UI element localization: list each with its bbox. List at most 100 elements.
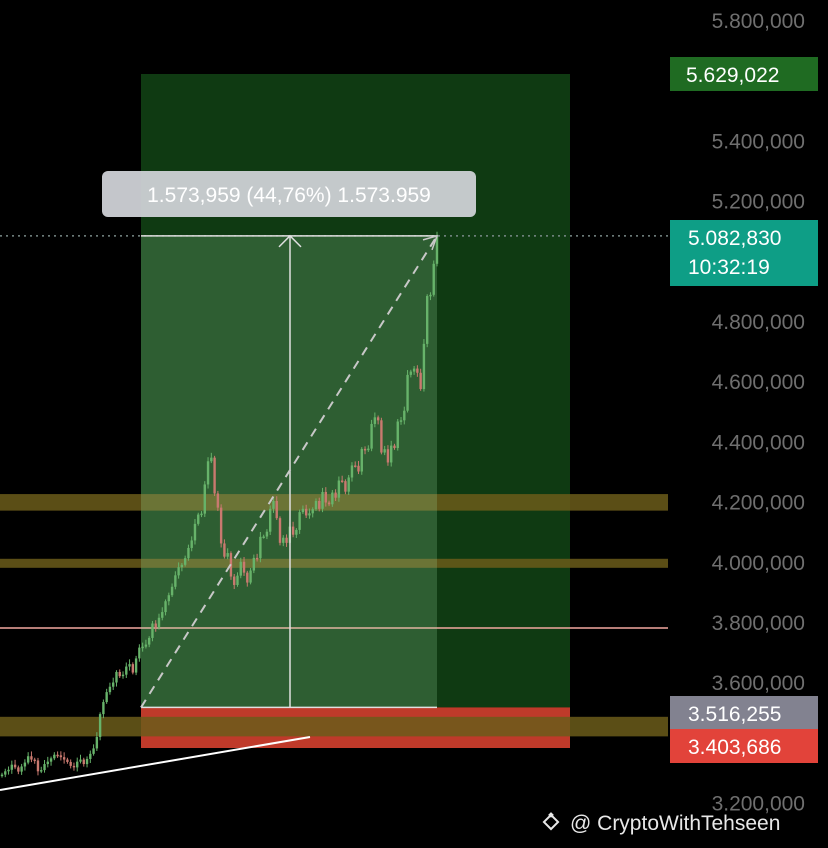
candle-body <box>138 647 141 659</box>
stop-price-badge[interactable] <box>670 729 818 763</box>
candle-body <box>409 371 413 375</box>
candle-body <box>49 758 53 762</box>
candle-body <box>272 500 275 509</box>
candle-body <box>157 617 161 628</box>
candle-body <box>399 420 403 422</box>
support-zone-2[interactable] <box>0 558 668 568</box>
y-tick-label: 3.800,000 <box>712 612 805 635</box>
candle-body <box>282 537 285 543</box>
y-tick-label: 5.800,000 <box>712 10 805 33</box>
entry-price-badge[interactable] <box>670 696 818 730</box>
candle-body <box>17 767 20 772</box>
candle-body <box>170 586 174 596</box>
trend-line[interactable] <box>0 736 311 791</box>
candle-body <box>85 758 89 765</box>
y-tick-label: 4.600,000 <box>712 371 805 394</box>
candle-body <box>314 500 318 510</box>
candle-body <box>285 537 288 543</box>
candle-body <box>128 664 131 667</box>
support-zones <box>0 494 668 737</box>
support-zone-3[interactable] <box>0 716 668 737</box>
candle-body <box>239 561 242 576</box>
candles <box>0 231 439 778</box>
candle-body <box>347 477 350 492</box>
candle-body <box>121 674 125 677</box>
candle-body <box>252 557 256 571</box>
candle-body <box>92 748 95 754</box>
candle-body <box>367 448 370 451</box>
candle-body <box>210 457 213 462</box>
current-price-badge[interactable] <box>670 220 818 286</box>
candle-body <box>177 567 180 576</box>
candle-body <box>226 553 229 557</box>
watermark-text: @ CryptoWithTehseen <box>570 812 780 835</box>
candle-body <box>318 500 321 509</box>
candle-body <box>340 480 344 483</box>
y-tick-label: 4.800,000 <box>712 311 805 334</box>
y-tick-label: 3.200,000 <box>712 793 805 816</box>
candle-body <box>187 547 190 559</box>
candle-body <box>144 644 148 647</box>
candle-body <box>298 512 301 530</box>
candle-body <box>246 572 249 583</box>
candle-body <box>304 508 308 516</box>
candle-body <box>13 764 17 768</box>
candle-body <box>321 491 324 509</box>
candle-body <box>79 759 82 762</box>
candle-body <box>7 769 10 772</box>
candle-body <box>0 774 4 777</box>
measure-arrow-head <box>278 234 302 248</box>
candle-body <box>62 757 66 760</box>
candle-body <box>393 445 396 449</box>
candle-body <box>419 372 422 390</box>
y-tick-label: 4.000,000 <box>712 552 805 575</box>
candle-body <box>324 491 327 503</box>
candle-body <box>242 561 246 573</box>
candle-body <box>416 368 419 373</box>
y-axis[interactable]: 5.800,000 5.400,000 5.200,000 4.800,000 4.60… <box>712 10 805 816</box>
candle-body <box>233 576 236 585</box>
candle-body <box>334 492 337 498</box>
candle-body <box>161 612 164 618</box>
y-tick-label: 4.400,000 <box>712 431 805 454</box>
candle-body <box>213 457 216 494</box>
candle-body <box>344 481 347 492</box>
candle-body <box>180 564 184 568</box>
candle-body <box>363 448 367 451</box>
candle-body <box>174 575 177 587</box>
candle-body <box>43 764 46 771</box>
y-tick-label: 4.200,000 <box>712 492 805 515</box>
candle-body <box>69 761 72 766</box>
candle-body <box>255 557 259 560</box>
candle-body <box>102 702 105 715</box>
current-price-label: 5.082,830 <box>688 227 781 250</box>
candle-body <box>262 536 265 539</box>
candle-body <box>327 502 331 505</box>
candle-body <box>56 754 59 757</box>
candle-body <box>311 509 314 514</box>
candle-body <box>236 575 239 585</box>
candle-body <box>403 410 406 421</box>
candle-body <box>36 760 40 772</box>
support-zone-1[interactable] <box>0 494 668 511</box>
candle-body <box>425 296 429 344</box>
measurement-label-box[interactable] <box>102 171 476 217</box>
candle-body <box>197 514 200 524</box>
candle-body <box>206 461 210 485</box>
target-price-badge[interactable] <box>670 57 818 91</box>
candle-body <box>422 343 426 390</box>
candle-body <box>337 480 341 498</box>
candle-body <box>147 637 151 645</box>
candle-body <box>301 508 305 513</box>
candle-body <box>219 507 223 544</box>
candle-body <box>105 692 108 703</box>
candle-body <box>26 756 30 763</box>
candle-body <box>134 658 138 673</box>
candle-body <box>295 529 298 535</box>
candle-body <box>89 753 92 759</box>
entry-price-label: 3.516,255 <box>688 703 781 726</box>
candle-body <box>23 762 27 767</box>
candle-body <box>432 263 435 295</box>
y-tick-label: 5.200,000 <box>712 191 805 214</box>
